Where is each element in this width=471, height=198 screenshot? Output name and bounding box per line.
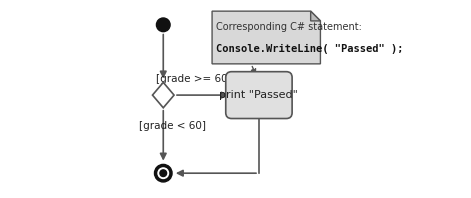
Circle shape bbox=[158, 168, 169, 178]
Text: [grade >= 60]: [grade >= 60] bbox=[155, 74, 231, 84]
Circle shape bbox=[160, 170, 167, 177]
Text: Console.WriteLine( "Passed" );: Console.WriteLine( "Passed" ); bbox=[216, 44, 403, 54]
Circle shape bbox=[156, 18, 170, 32]
FancyBboxPatch shape bbox=[226, 72, 292, 119]
Text: Corresponding C# statement:: Corresponding C# statement: bbox=[216, 22, 361, 32]
Text: [grade < 60]: [grade < 60] bbox=[139, 121, 206, 131]
Circle shape bbox=[154, 164, 172, 182]
Polygon shape bbox=[212, 11, 320, 64]
Polygon shape bbox=[311, 11, 320, 21]
Text: print "Passed": print "Passed" bbox=[219, 90, 298, 100]
Polygon shape bbox=[153, 82, 174, 108]
